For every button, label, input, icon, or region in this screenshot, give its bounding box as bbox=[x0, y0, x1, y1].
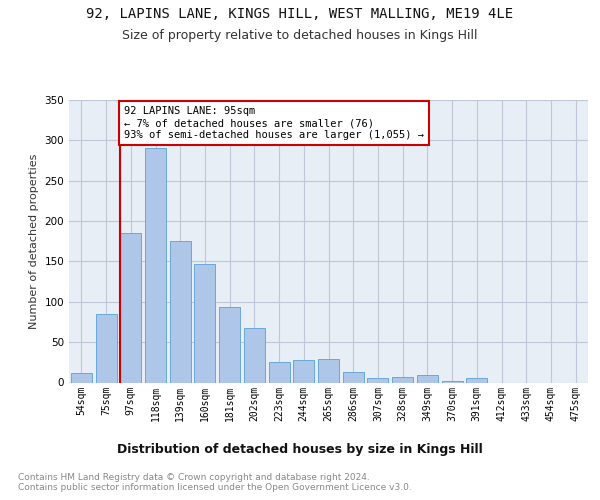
Bar bbox=[194, 264, 215, 382]
Bar bbox=[343, 372, 364, 382]
Bar bbox=[95, 314, 116, 382]
Bar bbox=[269, 362, 290, 382]
Y-axis label: Number of detached properties: Number of detached properties bbox=[29, 154, 39, 329]
Bar bbox=[170, 242, 191, 382]
Bar bbox=[466, 378, 487, 382]
Bar bbox=[417, 375, 438, 382]
Bar bbox=[145, 148, 166, 382]
Bar bbox=[392, 377, 413, 382]
Bar bbox=[244, 328, 265, 382]
Bar bbox=[293, 360, 314, 382]
Bar bbox=[71, 373, 92, 382]
Bar bbox=[367, 378, 388, 382]
Text: 92 LAPINS LANE: 95sqm
← 7% of detached houses are smaller (76)
93% of semi-detac: 92 LAPINS LANE: 95sqm ← 7% of detached h… bbox=[124, 106, 424, 140]
Bar bbox=[120, 233, 141, 382]
Text: Contains HM Land Registry data © Crown copyright and database right 2024.
Contai: Contains HM Land Registry data © Crown c… bbox=[18, 472, 412, 492]
Bar bbox=[219, 308, 240, 382]
Text: 92, LAPINS LANE, KINGS HILL, WEST MALLING, ME19 4LE: 92, LAPINS LANE, KINGS HILL, WEST MALLIN… bbox=[86, 8, 514, 22]
Text: Size of property relative to detached houses in Kings Hill: Size of property relative to detached ho… bbox=[122, 29, 478, 42]
Text: Distribution of detached houses by size in Kings Hill: Distribution of detached houses by size … bbox=[117, 442, 483, 456]
Bar bbox=[318, 359, 339, 382]
Bar bbox=[442, 381, 463, 382]
